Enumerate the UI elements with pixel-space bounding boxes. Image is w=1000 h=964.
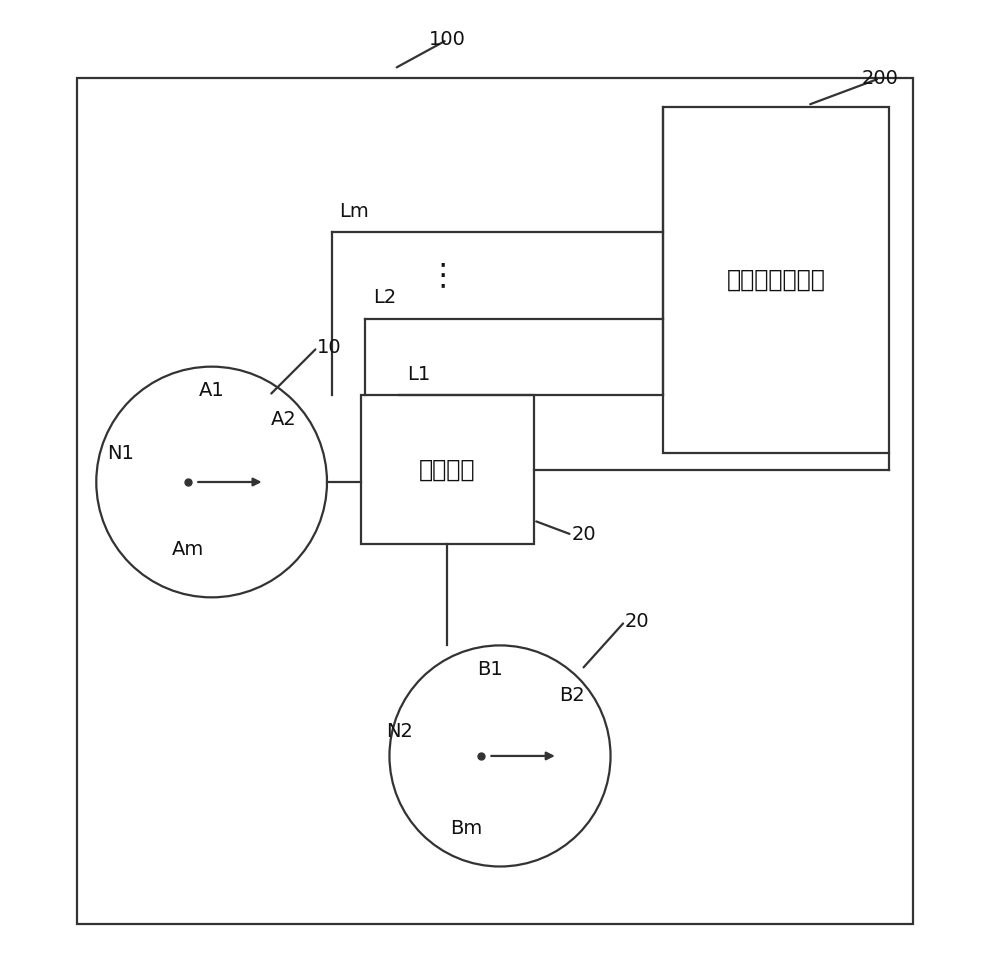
- Text: B2: B2: [559, 686, 585, 705]
- Text: L2: L2: [373, 288, 396, 308]
- Text: Am: Am: [171, 540, 204, 559]
- Text: N2: N2: [386, 722, 413, 741]
- Text: 核电厂控制设备: 核电厂控制设备: [727, 268, 826, 292]
- Text: Bm: Bm: [450, 818, 482, 838]
- Text: 10: 10: [317, 338, 342, 357]
- Text: 200: 200: [861, 68, 898, 88]
- Text: 100: 100: [429, 30, 466, 49]
- Text: 20: 20: [625, 612, 650, 630]
- Text: L1: L1: [407, 365, 430, 384]
- Bar: [77, 78, 913, 924]
- Text: Lm: Lm: [339, 201, 369, 221]
- Text: A2: A2: [271, 410, 297, 429]
- Text: 控制电路: 控制电路: [419, 458, 475, 482]
- Text: B1: B1: [478, 660, 503, 679]
- Bar: [663, 107, 889, 453]
- Text: ⋮: ⋮: [427, 261, 458, 290]
- Text: 20: 20: [572, 525, 597, 545]
- Bar: [361, 395, 534, 545]
- Text: N1: N1: [107, 443, 134, 463]
- Text: A1: A1: [199, 381, 225, 400]
